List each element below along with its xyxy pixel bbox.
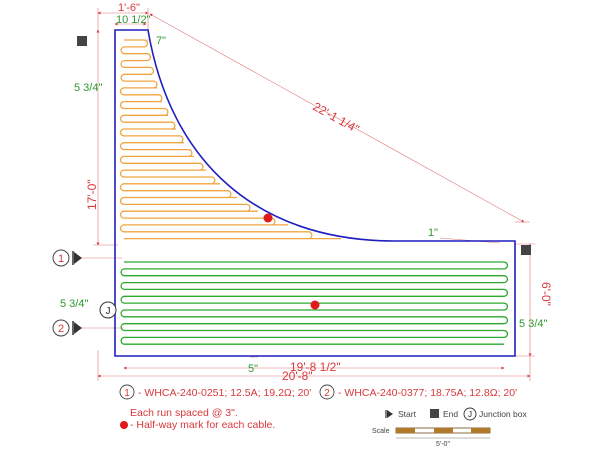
key-junction-letter: J <box>468 410 472 419</box>
legend-halfway-note: - Half-way mark for each cable. <box>130 419 275 431</box>
key-start: Start <box>385 409 417 419</box>
cable-2-start-marker: 2 <box>52 319 82 337</box>
legend-cable-1-number: 1 <box>124 388 130 399</box>
legend-cable-2-number: 2 <box>324 388 330 399</box>
legend-spacing-note: Each run spaced @ 3". <box>130 407 238 419</box>
dim-bottom-left-margin: 5 3/4" <box>60 298 88 310</box>
dim-bottom-total: 20'-8" <box>282 369 313 383</box>
key-junction-label: Junction box <box>479 409 527 419</box>
scale-label: Scale <box>372 428 390 435</box>
junction-letter: J <box>106 306 111 317</box>
room-outline <box>114 29 516 357</box>
cable-1-run <box>119 39 341 240</box>
legend-cable-2: 2 - WHCA-240-0377; 18.75A; 12.8Ω; 20' <box>319 384 517 400</box>
cable-1-end-marker <box>77 36 87 46</box>
dim-left-height: 17'-0" <box>85 179 99 210</box>
key-end: End <box>430 409 458 419</box>
key-start-label: Start <box>398 409 417 419</box>
cable-2-halfway-mark <box>310 300 320 310</box>
junction-box: J <box>99 301 117 319</box>
legend-cable-1-text: - WHCA-240-0251; 12.5A; 19.2Ω; 20' <box>138 387 311 399</box>
cable-1-halfway-mark <box>263 213 273 223</box>
dim-bottom-offset: 5" <box>248 363 258 375</box>
legend-halfway-dot <box>120 421 128 429</box>
cable-2-end-marker <box>521 245 531 255</box>
dimension-lines <box>80 8 535 381</box>
key-end-label: End <box>443 409 458 419</box>
cable-2-number: 2 <box>58 323 64 335</box>
cable-1-number: 1 <box>58 253 64 265</box>
legend-cable-2-text: - WHCA-240-0377; 18.75A; 12.8Ω; 20' <box>338 387 517 399</box>
cable-1-path <box>119 39 341 240</box>
dim-right-margin: 5 3/4" <box>519 318 547 330</box>
dim-top-offset: 7" <box>156 35 166 47</box>
key-junction: J Junction box <box>463 407 527 421</box>
cable-1-start-marker: 1 <box>52 249 82 267</box>
dim-bottom-inner: 19'-8 1/2" <box>290 360 341 374</box>
dim-curve-gap: 1" <box>428 227 438 239</box>
dim-top-width: 1'-6" <box>118 2 140 14</box>
dim-right-height: 6'-0" <box>539 282 553 306</box>
legend-cable-1: 1 - WHCA-240-0251; 12.5A; 19.2Ω; 20' <box>119 384 311 400</box>
scale-length: 5'-0" <box>436 441 450 448</box>
dim-diagonal: 22'-1 1/4" <box>311 99 362 136</box>
dim-left-margin: 5 3/4" <box>74 82 102 94</box>
dim-top-inner: 10 1/2" <box>116 14 151 26</box>
scale-bar: Scale 5'-0" <box>372 427 491 448</box>
